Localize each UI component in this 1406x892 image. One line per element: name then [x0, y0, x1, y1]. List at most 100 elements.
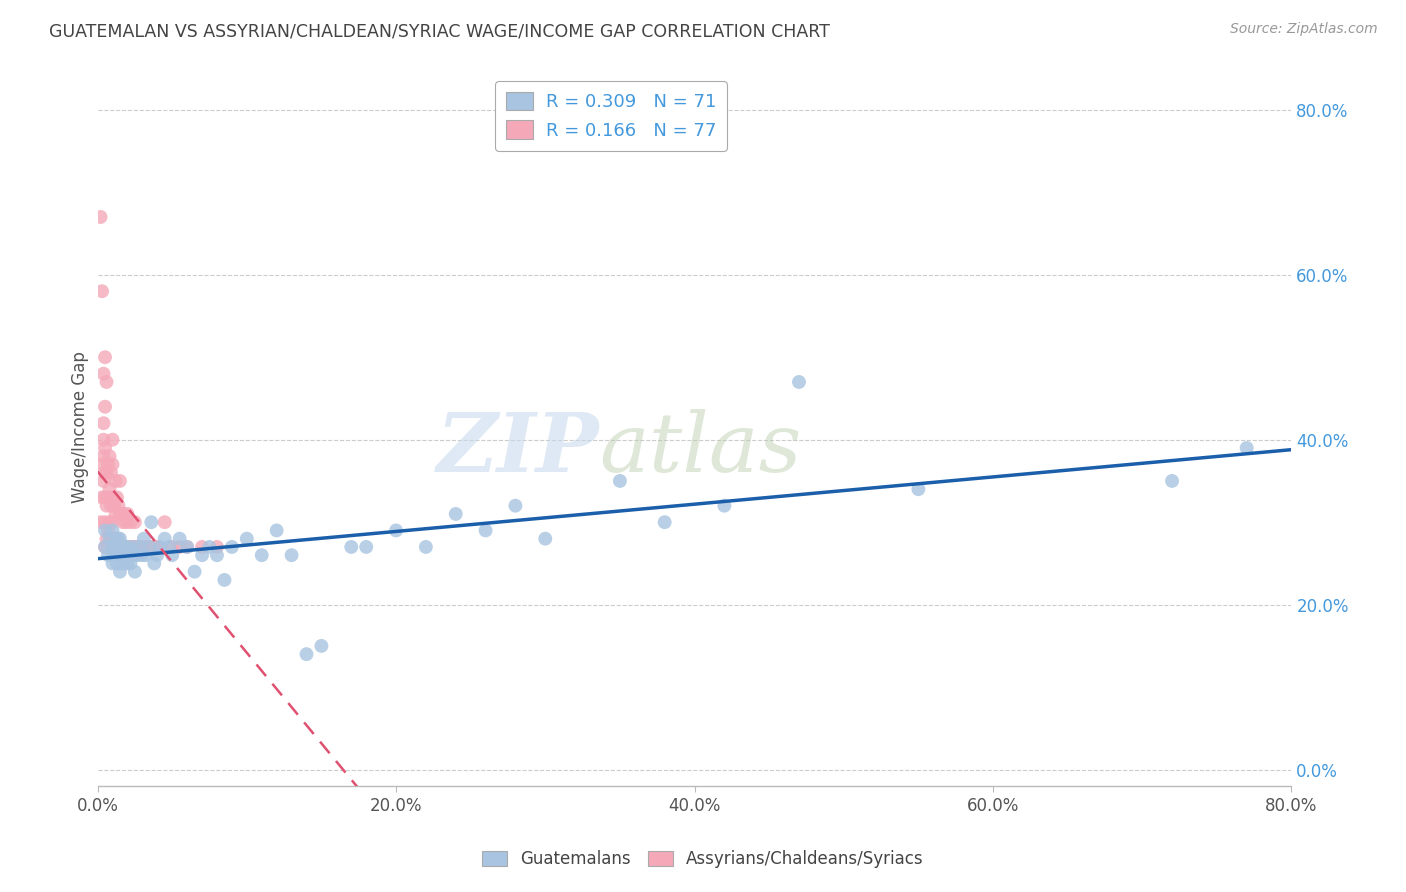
Point: [108, 474, 131, 488]
Point: [96, 532, 118, 546]
Point: [104, 507, 127, 521]
Point: [1161, 474, 1184, 488]
Point: [120, 540, 142, 554]
Point: [98, 449, 121, 463]
Point: [111, 540, 134, 554]
Point: [101, 540, 124, 554]
Point: [104, 474, 127, 488]
Point: [124, 515, 146, 529]
Point: [143, 557, 166, 571]
Point: [787, 375, 810, 389]
Point: [101, 524, 124, 538]
Point: [93, 433, 115, 447]
Point: [385, 524, 408, 538]
Point: [124, 565, 146, 579]
Point: [97, 491, 120, 505]
Point: [108, 540, 131, 554]
Point: [120, 515, 142, 529]
Point: [104, 532, 127, 546]
Point: [105, 557, 128, 571]
Point: [101, 458, 124, 472]
Point: [93, 416, 115, 430]
Point: [311, 639, 333, 653]
Legend: R = 0.309   N = 71, R = 0.166   N = 77: R = 0.309 N = 71, R = 0.166 N = 77: [495, 81, 727, 151]
Point: [114, 540, 136, 554]
Point: [444, 507, 467, 521]
Point: [105, 491, 128, 505]
Point: [354, 540, 377, 554]
Point: [169, 532, 191, 546]
Point: [121, 548, 143, 562]
Point: [105, 540, 128, 554]
Point: [1236, 441, 1258, 455]
Point: [94, 540, 117, 554]
Point: [96, 499, 118, 513]
Point: [98, 482, 121, 496]
Point: [115, 515, 138, 529]
Point: [131, 548, 153, 562]
Point: [128, 540, 150, 554]
Point: [97, 458, 120, 472]
Point: [111, 515, 134, 529]
Point: [127, 548, 149, 562]
Legend: Guatemalans, Assyrians/Chaldeans/Syriacs: Guatemalans, Assyrians/Chaldeans/Syriacs: [475, 844, 931, 875]
Point: [122, 540, 145, 554]
Point: [105, 532, 128, 546]
Point: [153, 515, 176, 529]
Point: [122, 540, 145, 554]
Point: [96, 375, 118, 389]
Point: [94, 515, 117, 529]
Point: [146, 540, 169, 554]
Point: [98, 532, 121, 546]
Point: [132, 532, 155, 546]
Point: [160, 548, 183, 562]
Point: [110, 548, 132, 562]
Point: [266, 524, 288, 538]
Point: [121, 540, 143, 554]
Point: [120, 557, 142, 571]
Point: [94, 466, 117, 480]
Point: [94, 491, 117, 505]
Point: [118, 540, 141, 554]
Text: ZIP: ZIP: [436, 409, 599, 489]
Point: [250, 548, 273, 562]
Point: [108, 532, 131, 546]
Point: [104, 548, 127, 562]
Point: [101, 515, 124, 529]
Point: [107, 499, 129, 513]
Point: [114, 507, 136, 521]
Point: [94, 524, 117, 538]
Point: [124, 540, 146, 554]
Point: [128, 540, 150, 554]
Point: [94, 400, 117, 414]
Point: [280, 548, 302, 562]
Y-axis label: Wage/Income Gap: Wage/Income Gap: [72, 351, 89, 503]
Point: [93, 367, 115, 381]
Point: [713, 499, 735, 513]
Text: GUATEMALAN VS ASSYRIAN/CHALDEAN/SYRIAC WAGE/INCOME GAP CORRELATION CHART: GUATEMALAN VS ASSYRIAN/CHALDEAN/SYRIAC W…: [49, 22, 830, 40]
Point: [183, 565, 205, 579]
Point: [108, 565, 131, 579]
Point: [101, 491, 124, 505]
Point: [97, 548, 120, 562]
Point: [98, 515, 121, 529]
Point: [153, 532, 176, 546]
Point: [609, 474, 631, 488]
Text: atlas: atlas: [599, 409, 801, 489]
Point: [110, 507, 132, 521]
Point: [149, 540, 172, 554]
Point: [107, 532, 129, 546]
Point: [907, 482, 929, 496]
Point: [100, 499, 122, 513]
Point: [94, 350, 117, 364]
Point: [117, 540, 139, 554]
Point: [198, 540, 221, 554]
Point: [101, 540, 124, 554]
Point: [295, 647, 318, 661]
Point: [100, 532, 122, 546]
Point: [117, 507, 139, 521]
Point: [124, 548, 146, 562]
Point: [340, 540, 363, 554]
Point: [110, 540, 132, 554]
Point: [534, 532, 557, 546]
